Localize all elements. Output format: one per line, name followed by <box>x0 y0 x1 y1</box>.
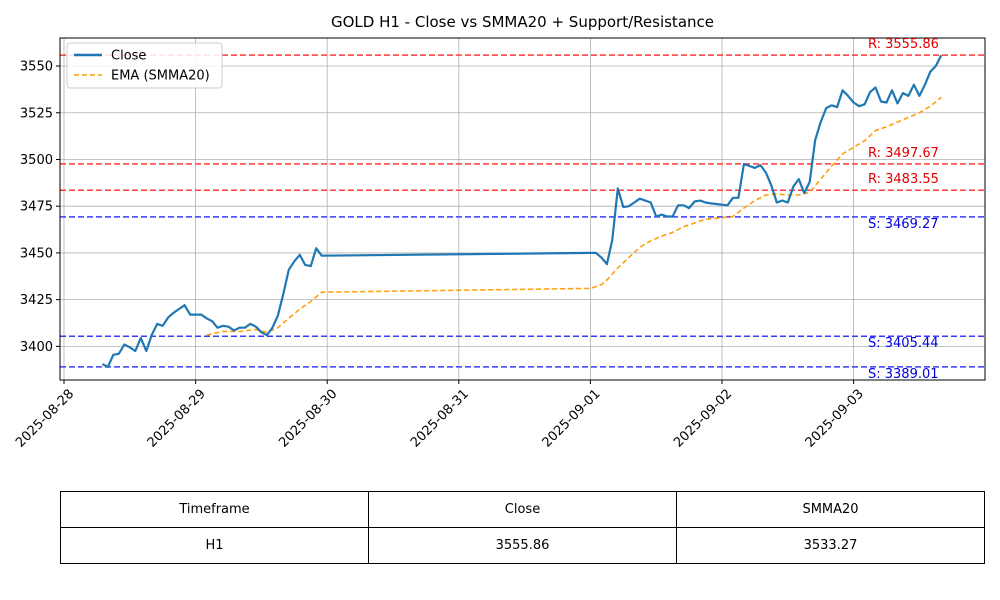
legend-close-label: Close <box>111 49 146 64</box>
table-header-row: Timeframe Close SMMA20 <box>60 491 985 528</box>
support-label: S: 3469.27 <box>868 217 939 232</box>
y-tick-label: 3400 <box>20 340 53 355</box>
table-header-close: Close <box>368 491 677 528</box>
table-cell-smma20: 3533.27 <box>676 527 985 564</box>
legend-box <box>66 42 223 89</box>
x-tick-label: 2025-09-02 <box>671 387 735 451</box>
resistance-label: R: 3555.86 <box>868 37 939 52</box>
x-tick-label: 2025-08-28 <box>13 387 77 451</box>
support-resistance-levels <box>60 54 985 368</box>
close-price-line <box>101 54 943 368</box>
table-row: H1 3555.86 3533.27 <box>60 527 985 564</box>
y-tick-label: 3500 <box>20 153 53 168</box>
chart-title: GOLD H1 - Close vs SMMA20 + Support/Resi… <box>331 13 714 31</box>
y-tick-label: 3550 <box>20 60 53 75</box>
resistance-label: R: 3497.67 <box>868 146 939 161</box>
y-tick-label: 3450 <box>20 246 53 261</box>
y-tick-label: 3475 <box>20 200 53 215</box>
ema-smma20-line <box>206 96 942 336</box>
table-header-timeframe: Timeframe <box>60 491 369 528</box>
series <box>101 54 943 368</box>
resistance-label: R: 3483.55 <box>868 172 939 187</box>
summary-table: Timeframe Close SMMA20 H1 3555.86 3533.2… <box>60 491 985 564</box>
support-label: S: 3389.01 <box>868 367 939 382</box>
y-tick-label: 3525 <box>20 106 53 121</box>
level-labels: R: 3555.86 R: 3497.67 R: 3483.55 S: 3469.27… <box>868 37 939 382</box>
x-tick-label: 2025-08-30 <box>276 387 340 451</box>
y-tick-label: 3425 <box>20 293 53 308</box>
support-label: S: 3405.44 <box>868 336 939 351</box>
x-tick-label: 2025-09-01 <box>540 387 604 451</box>
table-cell-close: 3555.86 <box>368 527 677 564</box>
x-tick-label: 2025-09-03 <box>803 387 867 451</box>
table-header-smma20: SMMA20 <box>676 491 985 528</box>
plot-frame <box>59 37 986 381</box>
legend-ema-label: EMA (SMMA20) <box>111 69 210 84</box>
x-tick-label: 2025-08-31 <box>408 387 472 451</box>
x-tick-label: 2025-08-29 <box>145 387 209 451</box>
grid <box>60 38 985 380</box>
legend: Close EMA (SMMA20) <box>66 42 223 89</box>
table-cell-timeframe: H1 <box>60 527 369 564</box>
